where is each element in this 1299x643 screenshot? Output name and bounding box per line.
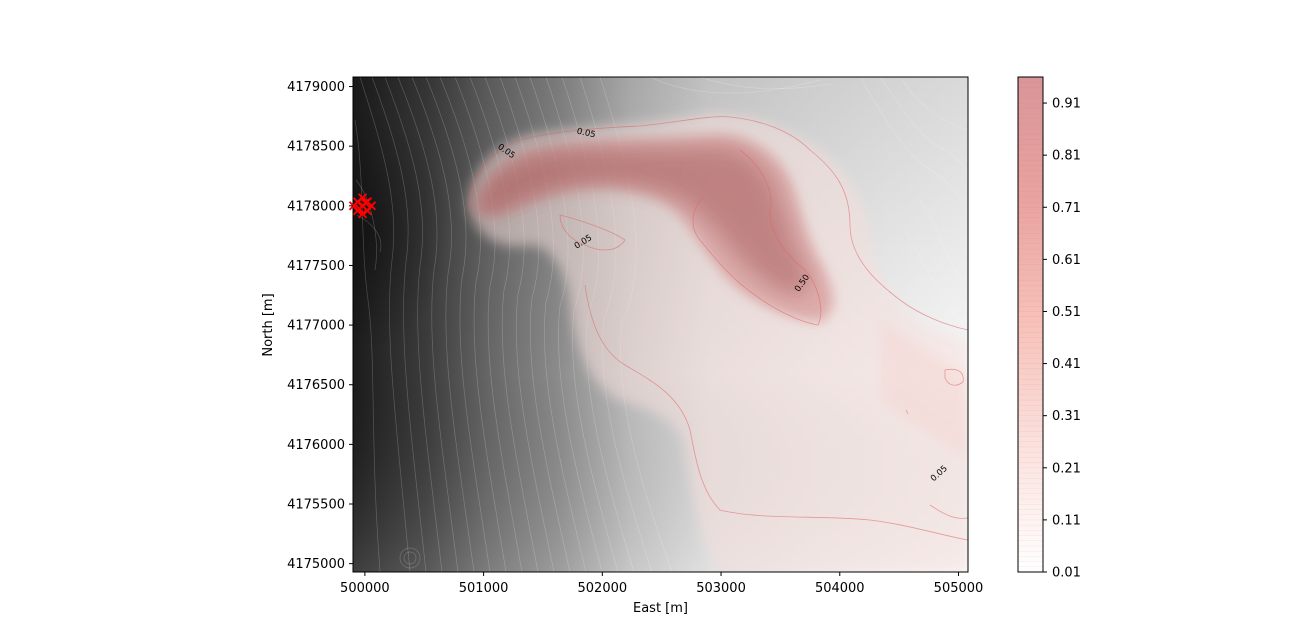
hazard-contours	[469, 116, 968, 541]
terrain-peak-shading	[353, 110, 450, 350]
plot-area	[353, 77, 968, 572]
x-axis: 500000 501000 502000 503000 504000 505000	[340, 572, 983, 596]
colorbar-level-lines	[1018, 81, 1043, 568]
colorbar: 0.01 0.11 0.21 0.31 0.41 0.51 0.61 0.71 0.81 0.91	[1017, 76, 1081, 581]
hazard-high-zone	[478, 147, 809, 296]
vent-marker	[348, 193, 377, 219]
x-tick-label: 504000	[815, 581, 865, 596]
colorbar-tick-label: 0.31	[1052, 409, 1081, 424]
x-tick-label: 500000	[340, 581, 390, 596]
colorbar-tick-label: 0.81	[1052, 149, 1081, 164]
colorbar-gradient	[1018, 77, 1043, 572]
colorbar-tick-label: 0.91	[1052, 97, 1081, 112]
y-tick-label: 4178500	[287, 140, 345, 155]
x-tick-label: 501000	[459, 581, 509, 596]
x-tick-label: 502000	[578, 581, 628, 596]
colorbar-ticks: 0.01 0.11 0.21 0.31 0.41 0.51 0.61 0.71 0.81 0.91	[1043, 97, 1081, 581]
colorbar-tick-label: 0.01	[1052, 566, 1081, 581]
y-axis: 4175000 4175500 4176000 4176500 4177000 41775…	[287, 80, 353, 572]
colorbar-tick-label: 0.21	[1052, 461, 1081, 476]
colorbar-tick-label: 0.61	[1052, 253, 1081, 268]
y-tick-label: 4175500	[287, 498, 345, 513]
x-tick-label: 505000	[934, 581, 984, 596]
vent-layer	[348, 193, 377, 219]
plot-frame	[352, 76, 969, 573]
y-tick-label: 4176500	[287, 378, 345, 393]
colorbar-tick-label: 0.11	[1052, 513, 1081, 528]
x-axis-label: East [m]	[633, 601, 688, 616]
contour-label: 0.05	[576, 127, 597, 141]
hazard-east-zone	[880, 320, 968, 460]
y-tick-label: 4176000	[287, 438, 345, 453]
y-tick-label: 4179000	[287, 80, 345, 95]
y-tick-label: 4178000	[287, 199, 345, 214]
colorbar-frame	[1017, 76, 1044, 573]
hazard-overlay	[468, 114, 968, 572]
x-tick-label: 503000	[696, 581, 746, 596]
y-tick-label: 4175000	[287, 557, 345, 572]
hazard-low-zone	[468, 114, 968, 572]
y-tick-label: 4177000	[287, 319, 345, 334]
y-tick-label: 4177500	[287, 259, 345, 274]
colorbar-tick-label: 0.51	[1052, 305, 1081, 320]
y-axis-label: North [m]	[261, 293, 276, 356]
colorbar-tick-label: 0.71	[1052, 201, 1081, 216]
colorbar-tick-label: 0.41	[1052, 357, 1081, 372]
